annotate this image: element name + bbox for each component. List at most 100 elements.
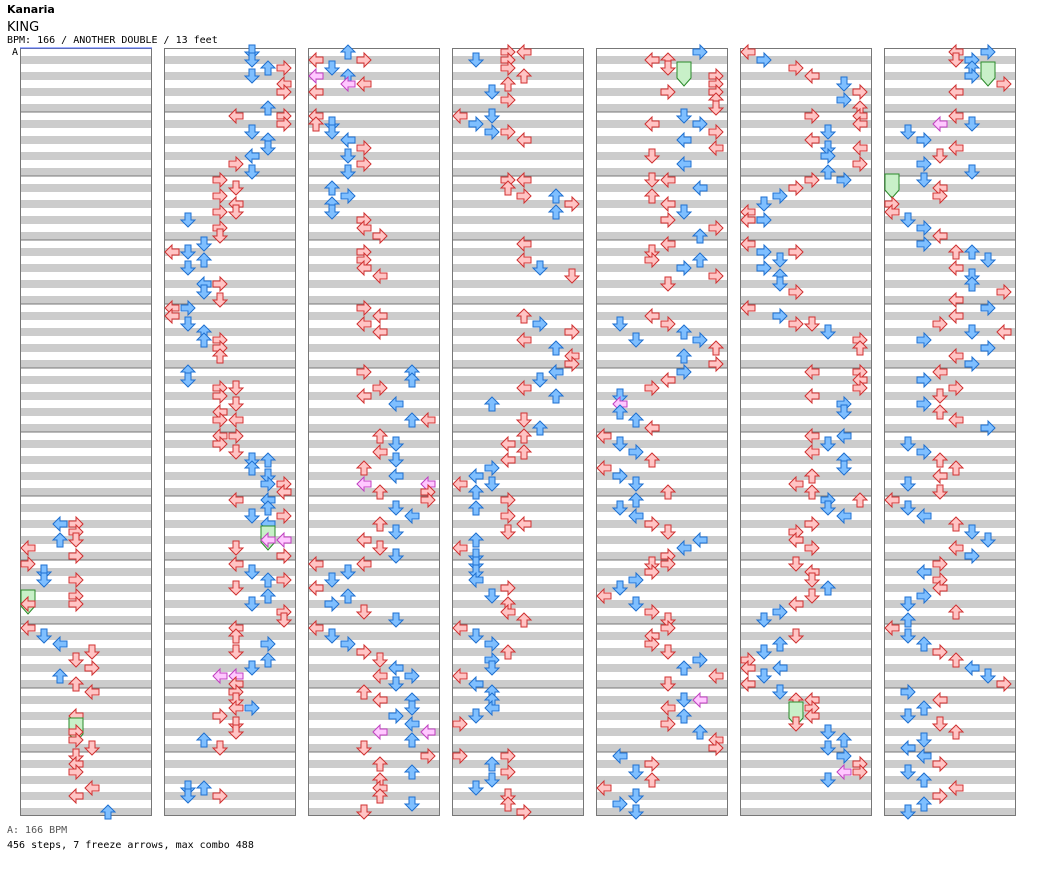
beat-stripe: [452, 744, 584, 752]
step-arrow-right: [932, 187, 948, 205]
step-arrow-left: [372, 267, 388, 285]
beat-stripe: [740, 760, 872, 768]
beat-stripe: [164, 744, 296, 752]
column-frame: [740, 48, 872, 816]
chart-column: [884, 43, 1016, 820]
step-arrow-down: [323, 124, 341, 140]
step-arrow-down: [67, 532, 85, 548]
step-arrow-down: [835, 76, 853, 92]
step-arrow-right: [692, 43, 708, 61]
freeze-arrow: [980, 61, 996, 87]
step-arrow-right: [996, 283, 1012, 301]
step-arrow-down: [771, 684, 789, 700]
step-arrow-left: [884, 491, 900, 509]
freeze-arrow: [676, 61, 692, 87]
step-arrow-up: [483, 756, 501, 772]
beat-stripe: [20, 616, 152, 624]
step-arrow-left: [516, 379, 532, 397]
step-arrow-right: [996, 75, 1012, 93]
beat-stripe: [884, 424, 1016, 432]
beat-stripe: [740, 120, 872, 128]
beat-stripe: [20, 168, 152, 176]
step-arrow-right: [68, 595, 84, 613]
beat-stripe: [452, 360, 584, 368]
step-arrow-right: [852, 83, 868, 101]
step-arrow-up: [259, 572, 277, 588]
beat-stripe: [164, 792, 296, 800]
step-arrow-up: [323, 180, 341, 196]
step-arrow-down: [467, 52, 485, 68]
step-arrow-up: [403, 372, 421, 388]
step-arrow-right: [516, 187, 532, 205]
step-arrow-up: [803, 468, 821, 484]
step-arrow-right: [244, 699, 260, 717]
beat-stripe: [20, 152, 152, 160]
beat-stripe: [308, 472, 440, 480]
step-arrow-left: [484, 699, 500, 717]
step-arrow-left: [628, 507, 644, 525]
step-arrow-left: [660, 235, 676, 253]
beat-stripe: [740, 328, 872, 336]
step-arrow-up: [227, 628, 245, 644]
step-arrow-right: [180, 299, 196, 317]
step-arrow-left: [884, 203, 900, 221]
step-arrow-left: [948, 307, 964, 325]
step-arrow-right: [212, 203, 228, 221]
step-arrow-down: [275, 612, 293, 628]
beat-stripe: [884, 408, 1016, 416]
beat-stripe: [452, 648, 584, 656]
beat-stripe: [164, 472, 296, 480]
step-arrow-down: [899, 596, 917, 612]
step-arrow-down: [483, 108, 501, 124]
step-arrow-down: [387, 436, 405, 452]
beat-stripe: [740, 728, 872, 736]
beat-stripe: [20, 536, 152, 544]
step-arrow-up: [371, 428, 389, 444]
step-arrow-right: [788, 243, 804, 261]
beat-stripe: [740, 216, 872, 224]
step-arrow-right: [852, 155, 868, 173]
beat-stripe: [20, 216, 152, 224]
chart-info: BPM: 166 / ANOTHER DOUBLE / 13 feet: [7, 35, 218, 46]
step-arrow-right: [660, 715, 676, 733]
step-arrow-right: [852, 379, 868, 397]
beat-stripe: [20, 520, 152, 528]
step-arrow-right: [644, 603, 660, 621]
beat-stripe: [20, 696, 152, 704]
beat-stripe: [164, 552, 296, 560]
step-arrow-up: [963, 244, 981, 260]
beat-stripe: [596, 456, 728, 464]
step-arrow-down: [627, 476, 645, 492]
beat-stripe: [164, 168, 296, 176]
beat-stripe: [596, 536, 728, 544]
beat-stripe: [164, 536, 296, 544]
step-arrow-left: [52, 515, 68, 533]
beat-stripe: [308, 376, 440, 384]
beat-stripe: [884, 584, 1016, 592]
beat-stripe: [20, 184, 152, 192]
column-frame: [596, 48, 728, 816]
step-arrow-right: [916, 219, 932, 237]
beat-stripe: [308, 152, 440, 160]
beat-stripe: [452, 152, 584, 160]
step-arrow-down: [899, 212, 917, 228]
beat-stripe: [164, 152, 296, 160]
step-arrow-left: [164, 243, 180, 261]
beat-stripe: [308, 72, 440, 80]
step-arrow-down: [179, 372, 197, 388]
step-arrow-right: [916, 587, 932, 605]
beat-stripe: [20, 264, 152, 272]
step-arrow-right: [820, 147, 836, 165]
step-arrow-down: [819, 772, 837, 788]
step-arrow-right: [628, 571, 644, 589]
step-arrow-up: [947, 516, 965, 532]
step-arrow-left: [804, 443, 820, 461]
step-arrow-left: [228, 555, 244, 573]
step-arrow-right: [932, 755, 948, 773]
chart-column: [740, 43, 872, 816]
shock-arrow: [212, 667, 228, 685]
beat-stripe: [308, 504, 440, 512]
step-arrow-left: [84, 779, 100, 797]
step-arrow-up: [691, 252, 709, 268]
